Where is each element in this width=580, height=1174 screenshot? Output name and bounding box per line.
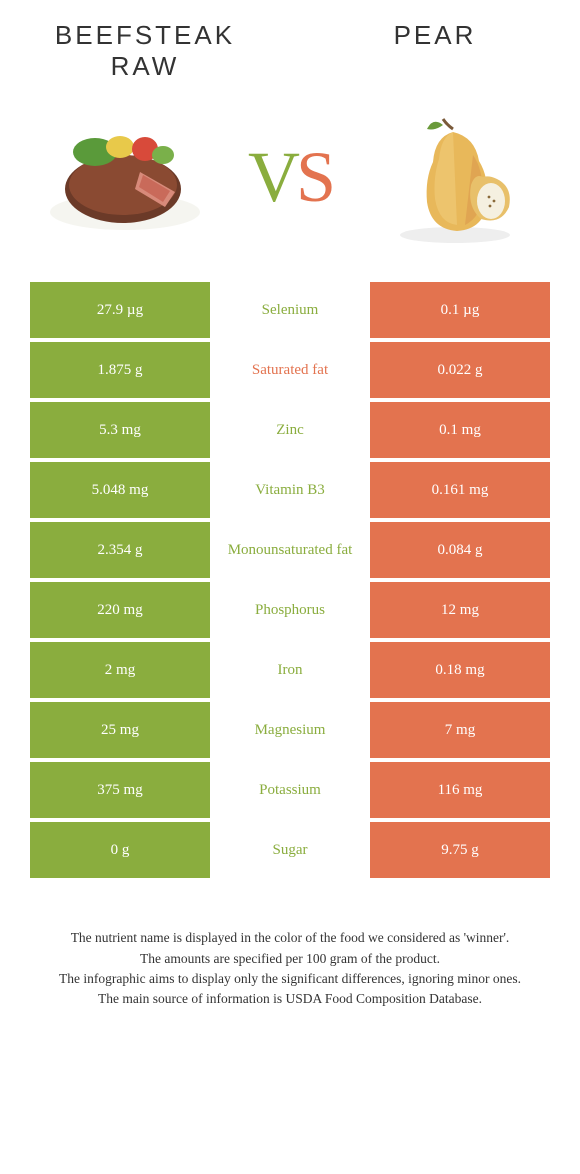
table-row: 375 mgPotassium116 mg [30, 762, 550, 818]
right-value: 0.161 mg [370, 462, 550, 518]
right-food-title: Pear [335, 20, 535, 51]
right-value: 0.1 µg [370, 282, 550, 338]
left-food-title: Beefsteak raw [45, 20, 245, 82]
table-row: 5.048 mgVitamin B30.161 mg [30, 462, 550, 518]
nutrient-label: Potassium [210, 762, 370, 818]
nutrient-label: Sugar [210, 822, 370, 878]
vs-label: VS [248, 136, 332, 219]
left-value: 2.354 g [30, 522, 210, 578]
footer-line4: The main source of information is USDA F… [35, 989, 545, 1009]
right-value: 0.022 g [370, 342, 550, 398]
table-row: 2 mgIron0.18 mg [30, 642, 550, 698]
nutrient-label: Phosphorus [210, 582, 370, 638]
nutrient-label: Iron [210, 642, 370, 698]
nutrient-label: Monounsaturated fat [210, 522, 370, 578]
nutrient-table: 27.9 µgSelenium0.1 µg1.875 gSaturated fa… [15, 282, 565, 878]
right-value: 12 mg [370, 582, 550, 638]
left-value: 5.3 mg [30, 402, 210, 458]
footer-line1: The nutrient name is displayed in the co… [35, 928, 545, 948]
right-value: 7 mg [370, 702, 550, 758]
table-row: 5.3 mgZinc0.1 mg [30, 402, 550, 458]
table-row: 27.9 µgSelenium0.1 µg [30, 282, 550, 338]
footer-notes: The nutrient name is displayed in the co… [15, 928, 565, 1009]
table-row: 220 mgPhosphorus12 mg [30, 582, 550, 638]
nutrient-label: Vitamin B3 [210, 462, 370, 518]
right-value: 9.75 g [370, 822, 550, 878]
right-value: 0.18 mg [370, 642, 550, 698]
left-value: 27.9 µg [30, 282, 210, 338]
vs-v: V [248, 137, 296, 217]
left-value: 0 g [30, 822, 210, 878]
right-value: 0.084 g [370, 522, 550, 578]
left-value: 1.875 g [30, 342, 210, 398]
left-value: 25 mg [30, 702, 210, 758]
beefsteak-image [45, 112, 205, 242]
footer-line3: The infographic aims to display only the… [35, 969, 545, 989]
footer-line2: The amounts are specified per 100 gram o… [35, 949, 545, 969]
left-value: 220 mg [30, 582, 210, 638]
nutrient-label: Zinc [210, 402, 370, 458]
vs-s: S [296, 137, 332, 217]
table-row: 0 gSugar9.75 g [30, 822, 550, 878]
table-row: 25 mgMagnesium7 mg [30, 702, 550, 758]
nutrient-label: Magnesium [210, 702, 370, 758]
right-value: 0.1 mg [370, 402, 550, 458]
right-value: 116 mg [370, 762, 550, 818]
hero-row: VS [15, 112, 565, 242]
table-row: 1.875 gSaturated fat0.022 g [30, 342, 550, 398]
left-value: 2 mg [30, 642, 210, 698]
nutrient-label: Saturated fat [210, 342, 370, 398]
table-row: 2.354 gMonounsaturated fat0.084 g [30, 522, 550, 578]
pear-image [375, 112, 535, 242]
left-title-line2: raw [111, 51, 180, 81]
left-title-line1: Beefsteak [55, 20, 235, 50]
nutrient-label: Selenium [210, 282, 370, 338]
left-value: 5.048 mg [30, 462, 210, 518]
right-title: Pear [394, 20, 477, 50]
left-value: 375 mg [30, 762, 210, 818]
header: Beefsteak raw Pear [15, 20, 565, 82]
